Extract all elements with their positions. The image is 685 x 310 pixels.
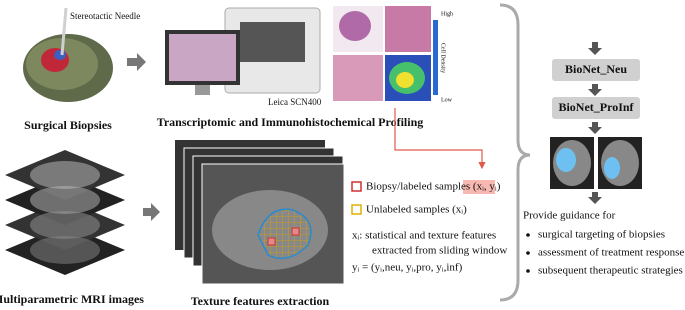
model-box xyxy=(552,59,640,81)
caption: Multiparametric MRI images xyxy=(0,292,144,306)
caption: Texture features extraction xyxy=(191,294,330,308)
legend-label: Unlabeled samples (xᵢ) xyxy=(366,204,467,216)
guidance-item: subsequent therapeutic strategies xyxy=(538,265,683,277)
caption: Transcriptomic and Immunohistochemical P… xyxy=(157,115,424,129)
histology-tiles xyxy=(333,6,438,101)
arrows-down xyxy=(588,42,602,204)
needle-label: Stereotactic Needle xyxy=(70,11,140,21)
guidance-item: assessment of treatment response xyxy=(538,247,684,259)
bullet xyxy=(526,251,530,255)
model-label: BioNet_ProInf xyxy=(558,100,634,114)
density-high: High xyxy=(441,11,453,17)
y-definition: yᵢ = (yᵢ,neu, yᵢ,pro, yᵢ,inf) xyxy=(352,262,463,274)
legend-label: Biopsy/labeled samples (xᵢ, yᵢ) xyxy=(366,181,501,193)
scanner-image xyxy=(165,7,321,95)
arrow xyxy=(143,203,160,221)
legend-swatch xyxy=(351,204,362,215)
density-low: Low xyxy=(441,97,453,103)
result-mri xyxy=(550,137,642,189)
model-box xyxy=(552,97,640,119)
brain-render xyxy=(23,7,113,102)
guidance-item: surgical targeting of biopsies xyxy=(538,229,665,241)
highlight xyxy=(463,180,495,194)
x-definition: xᵢ: statistical and texture features xyxy=(352,230,496,242)
texture-stack xyxy=(175,140,345,285)
x-definition: extracted from sliding window xyxy=(372,245,507,257)
bullet xyxy=(526,233,530,237)
brace xyxy=(499,3,531,302)
model-label: BioNet_Neu xyxy=(565,62,627,76)
density-title: Cell Density xyxy=(440,43,446,73)
connector xyxy=(394,108,486,170)
scanner-label: Leica SCN400 xyxy=(268,97,322,107)
arrow xyxy=(127,53,146,71)
bullet xyxy=(526,269,530,273)
guidance-title: Provide guidance for xyxy=(523,210,616,222)
caption: Surgical Biopsies xyxy=(24,118,112,132)
legend-swatch xyxy=(351,181,362,192)
mri-stack xyxy=(5,150,125,275)
